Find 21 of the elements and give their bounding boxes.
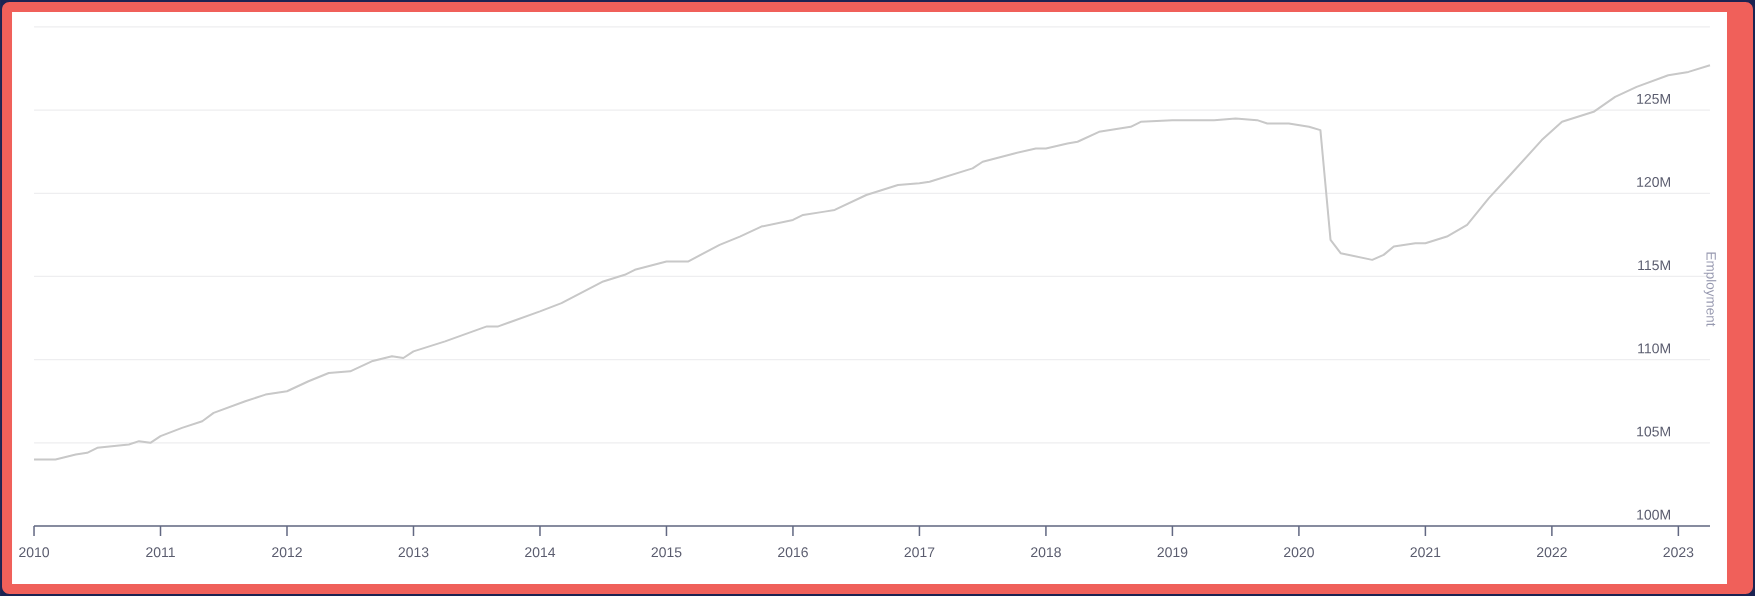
x-tick-label: 2022: [1537, 547, 1567, 558]
x-tick-label: 2012: [272, 547, 302, 558]
x-tick-label: 2017: [904, 547, 935, 558]
y-tick-label: 125M: [1637, 93, 1670, 104]
x-tick-label: 2018: [1031, 547, 1061, 558]
y-tick-label: 115M: [1638, 260, 1670, 271]
x-tick-label: 2016: [778, 547, 808, 558]
y-tick-label: 105M: [1637, 426, 1670, 437]
y-tick-label: 100M: [1637, 509, 1670, 520]
y-tick-label: 120M: [1637, 177, 1670, 187]
x-tick-label: 2011: [146, 547, 175, 558]
y-axis-title: Employment: [1703, 252, 1717, 327]
x-tick-label: 2010: [19, 547, 50, 558]
x-tick-label: 2019: [1157, 547, 1188, 558]
x-tick-label: 2015: [651, 547, 682, 558]
y-tick-label: 110M: [1638, 343, 1670, 354]
x-tick-label: 2021: [1410, 547, 1441, 558]
x-tick-label: 2020: [1284, 547, 1314, 558]
x-tick-label: 2014: [525, 547, 556, 558]
x-tick-label: 2013: [398, 547, 429, 558]
x-tick-label: 2023: [1663, 547, 1694, 558]
